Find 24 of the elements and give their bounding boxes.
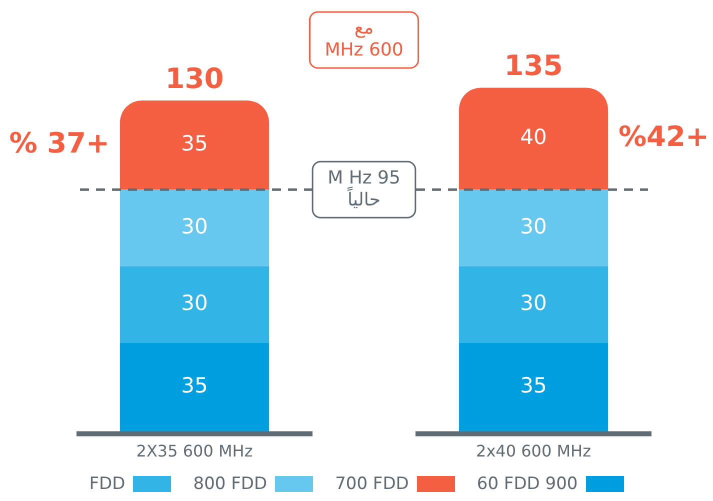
- data-label: 30: [520, 214, 547, 238]
- annotation: % 37+: [9, 126, 110, 160]
- bar: [120, 190, 270, 266]
- bar: [458, 190, 608, 266]
- annotation: %42+: [618, 120, 709, 153]
- data-label: 35: [181, 374, 208, 398]
- bar: [458, 266, 608, 343]
- data-label: 30: [520, 290, 547, 315]
- data-label: 35: [520, 374, 547, 398]
- bar: [120, 100, 270, 190]
- legend-label: FDD: [89, 474, 126, 494]
- bar: [120, 266, 270, 343]
- legend-label: 700 FDD: [335, 474, 409, 494]
- x-tick-label: 2x40 600 MHz: [476, 442, 591, 461]
- data-label: 30: [181, 214, 208, 238]
- legend-label: 800 FDD: [193, 474, 268, 494]
- data-label: 40: [520, 125, 547, 150]
- data-label: 35: [181, 132, 208, 156]
- x-tick-label: 2X35 600 MHz: [136, 442, 253, 461]
- total-label: 135: [504, 49, 563, 82]
- total-label: 130: [165, 62, 224, 95]
- bar: [458, 88, 608, 190]
- legend-label: 60 FDD 900: [476, 474, 578, 494]
- data-label: 30: [181, 290, 208, 315]
